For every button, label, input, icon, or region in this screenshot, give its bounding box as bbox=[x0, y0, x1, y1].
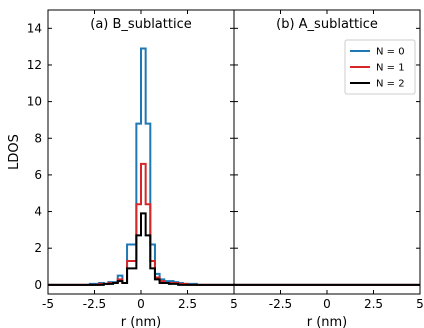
legend-label-n2: N = 2 bbox=[376, 79, 405, 90]
y-tick-label: 12 bbox=[27, 58, 42, 72]
x-tick-label: 0 bbox=[137, 297, 145, 311]
y-tick-label: 6 bbox=[34, 168, 42, 182]
panel-b-sublattice: -5 -2.5 0 2.5 5 0 2 4 6 8 10 12 14 r (nm) (a) B_sublat… bbox=[27, 9, 238, 328]
y-tick-label: 4 bbox=[34, 205, 42, 219]
x-tick-label: 5 bbox=[416, 297, 424, 311]
legend-label-n1: N = 1 bbox=[376, 63, 405, 74]
x-tick-label: 5 bbox=[230, 297, 238, 311]
series-line-b-n2 bbox=[48, 212, 234, 286]
x-tick-label: 0 bbox=[323, 297, 331, 311]
legend-box bbox=[344, 39, 416, 95]
y-tick-label: 0 bbox=[34, 278, 42, 292]
y-tick-label: 10 bbox=[27, 95, 42, 109]
panel-title: (a) B_sublattice bbox=[90, 17, 191, 32]
legend-label-n0: N = 0 bbox=[376, 47, 405, 58]
x-tick-label: -2.5 bbox=[83, 297, 106, 311]
y-tick-label: 8 bbox=[34, 131, 42, 145]
x-tick-label: -2.5 bbox=[269, 297, 292, 311]
x-tick-label: 2.5 bbox=[364, 297, 383, 311]
panel-title: (b) A_sublattice bbox=[276, 17, 378, 32]
x-tick-label: -5 bbox=[42, 297, 54, 311]
y-tick-label: 14 bbox=[27, 21, 42, 35]
y-tick-label: 2 bbox=[34, 241, 42, 255]
x-axis-label: r (nm) bbox=[307, 315, 348, 328]
x-tick-label: 2.5 bbox=[178, 297, 197, 311]
x-axis-label: r (nm) bbox=[121, 315, 162, 328]
y-axis-label: LDOS bbox=[7, 134, 22, 170]
legend: N = 0 N = 1 N = 2 bbox=[344, 39, 416, 95]
